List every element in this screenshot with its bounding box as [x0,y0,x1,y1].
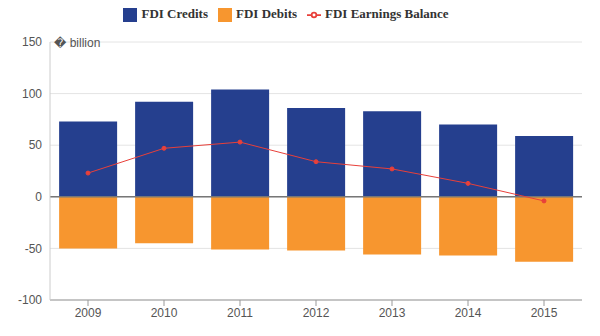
svg-text:150: 150 [22,35,42,49]
html-text:FDI Earnings Balance: FDI Earnings Balance [325,6,449,21]
svg-text:2015: 2015 [531,306,558,320]
svg-text:2012: 2012 [303,306,330,320]
svg-text:-50: -50 [25,242,43,256]
svg-text:2014: 2014 [455,306,482,320]
html-text:FDI Credits: FDI Credits [141,6,208,21]
svg-text:2009: 2009 [75,306,102,320]
svg-text:100: 100 [22,87,42,101]
svg-text:-100: -100 [18,293,42,307]
svg-text:2013: 2013 [379,306,406,320]
html-text:� billion: � billion [54,36,101,50]
svg-text:2010: 2010 [151,306,178,320]
svg-text:0: 0 [35,190,42,204]
svg-text:2011: 2011 [227,306,253,320]
svg-text:50: 50 [29,138,43,152]
html-text:FDI Debits: FDI Debits [236,6,297,21]
